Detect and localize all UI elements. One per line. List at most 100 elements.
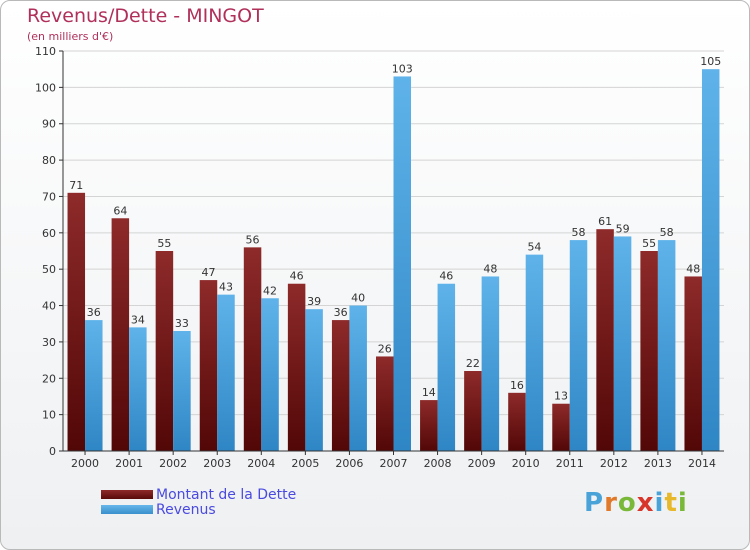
logo-letter: i: [677, 488, 688, 518]
x-tick-label: 2014: [688, 457, 716, 470]
x-tick-label: 2002: [159, 457, 187, 470]
data-label-dette: 46: [290, 270, 304, 283]
legend-label-revenus: Revenus: [156, 501, 216, 518]
bar-dette: [640, 251, 658, 451]
logo-letter: t: [664, 488, 678, 518]
x-tick-label: 2003: [203, 457, 231, 470]
data-label-dette: 22: [466, 357, 480, 370]
x-tick-label: 2013: [644, 457, 672, 470]
y-tick-label: 0: [49, 445, 56, 458]
bar-revenus: [525, 254, 544, 451]
logo-letter: P: [584, 488, 605, 518]
data-label-revenus: 59: [616, 222, 630, 235]
bar-dette: [684, 276, 702, 451]
x-tick-label: 2008: [424, 457, 452, 470]
x-tick-label: 2007: [380, 457, 408, 470]
data-label-revenus: 39: [307, 295, 321, 308]
data-label-dette: 55: [642, 237, 656, 250]
y-tick-label: 50: [42, 263, 56, 276]
y-tick-label: 20: [42, 372, 56, 385]
y-tick-label: 90: [42, 118, 56, 131]
x-tick-label: 2005: [291, 457, 319, 470]
logo-letter: o: [617, 488, 637, 518]
data-label-dette: 61: [598, 215, 612, 228]
bar-dette: [331, 320, 350, 451]
bar-dette: [199, 280, 218, 451]
bar-dette: [464, 371, 482, 451]
bar-dette: [420, 400, 438, 451]
data-label-dette: 14: [422, 386, 436, 399]
bar-dette: [596, 229, 614, 451]
bar-revenus: [85, 320, 103, 451]
x-tick-label: 2006: [335, 457, 363, 470]
data-label-revenus: 34: [131, 313, 145, 326]
bar-revenus: [701, 69, 720, 451]
logo-letter: x: [636, 488, 655, 518]
bar-revenus: [437, 283, 456, 451]
bar-revenus: [613, 236, 632, 451]
bar-dette: [243, 247, 262, 451]
y-tick-label: 60: [42, 227, 56, 240]
data-label-revenus: 36: [87, 306, 101, 319]
data-label-revenus: 43: [219, 281, 233, 294]
x-tick-label: 2001: [115, 457, 143, 470]
legend-item-revenus: Revenus: [101, 501, 296, 518]
logo-letter: i: [654, 488, 665, 518]
data-label-dette: 47: [201, 266, 215, 279]
logo-letter: r: [604, 488, 618, 518]
proxiti-logo: Proxiti: [584, 488, 688, 518]
data-label-revenus: 103: [392, 62, 413, 75]
data-label-dette: 71: [69, 179, 83, 192]
legend-item-dette: Montant de la Dette: [101, 486, 297, 503]
data-label-revenus: 105: [700, 55, 721, 68]
data-label-dette: 56: [246, 233, 260, 246]
chart-subtitle: (en milliers d'€): [27, 30, 114, 43]
y-tick-label: 70: [42, 190, 56, 203]
y-tick-label: 10: [42, 409, 56, 422]
bar-revenus: [217, 294, 235, 451]
data-label-revenus: 42: [263, 284, 277, 297]
y-tick-label: 40: [42, 300, 56, 313]
bar-revenus: [305, 309, 323, 451]
data-label-revenus: 33: [175, 317, 189, 330]
data-label-revenus: 58: [572, 226, 586, 239]
chart-title: Revenus/Dette - MINGOT: [27, 5, 264, 27]
bar-revenus: [569, 240, 588, 451]
bar-revenus: [173, 331, 191, 451]
legend-label-dette: Montant de la Dette: [156, 486, 297, 503]
data-label-revenus: 54: [527, 241, 541, 254]
bar-revenus: [129, 327, 147, 451]
x-tick-label: 2000: [71, 457, 99, 470]
bar-revenus: [393, 76, 411, 452]
data-label-dette: 13: [554, 390, 568, 403]
y-tick-label: 100: [35, 81, 56, 94]
y-tick-label: 110: [35, 45, 56, 58]
x-tick-label: 2004: [247, 457, 275, 470]
bar-dette: [111, 218, 130, 451]
data-label-revenus: 40: [351, 292, 365, 305]
data-label-dette: 55: [157, 237, 171, 250]
x-tick-label: 2010: [512, 457, 540, 470]
data-label-revenus: 48: [483, 262, 497, 275]
data-label-dette: 64: [113, 204, 127, 217]
bar-dette: [508, 392, 526, 451]
bar-revenus: [349, 305, 367, 451]
data-label-dette: 36: [334, 306, 348, 319]
y-tick-label: 30: [42, 336, 56, 349]
data-label-revenus: 46: [439, 270, 453, 283]
x-tick-label: 2011: [556, 457, 584, 470]
data-label-revenus: 58: [660, 226, 674, 239]
bar-revenus: [481, 276, 500, 451]
x-tick-label: 2009: [468, 457, 496, 470]
bar-dette: [155, 251, 174, 451]
legend-swatch-revenus: [101, 505, 153, 514]
data-label-dette: 26: [378, 342, 392, 355]
data-label-dette: 48: [686, 262, 700, 275]
bar-revenus: [261, 298, 279, 451]
y-tick-label: 80: [42, 154, 56, 167]
bar-revenus: [657, 240, 676, 451]
bar-dette: [67, 192, 86, 451]
chart-legend: Montant de la Dette Revenus: [101, 486, 297, 518]
